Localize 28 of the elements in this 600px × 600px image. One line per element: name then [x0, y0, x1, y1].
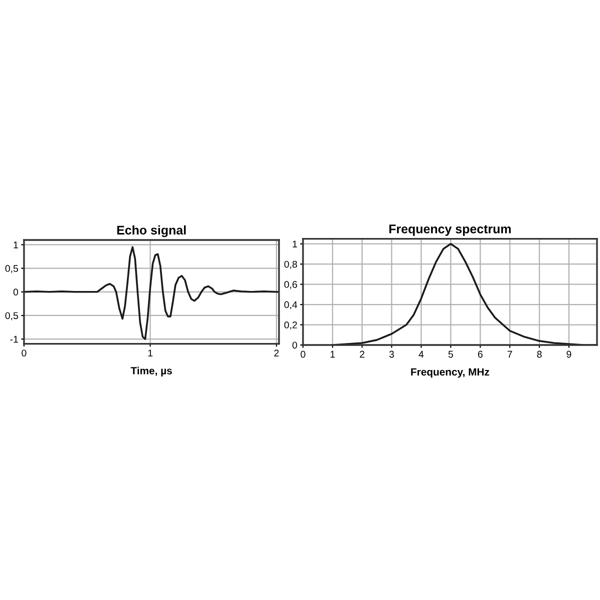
y-tick-label: 0: [292, 342, 298, 349]
chart-title: Frequency spectrum: [389, 224, 511, 236]
y-tick-label: 1: [14, 242, 18, 248]
x-axis-title: Time, µs: [130, 366, 172, 376]
y-tick-label: 0,8: [284, 260, 298, 269]
x-tick-label: 1: [148, 350, 152, 356]
x-tick-label: 0: [300, 350, 306, 358]
x-tick-label: 5: [448, 350, 454, 358]
y-tick-label: -1: [10, 336, 18, 343]
y-tick-label: 0,5: [5, 312, 18, 320]
y-tick-label: 0,4: [284, 301, 298, 310]
x-tick-label: 2: [274, 350, 279, 356]
y-tick-label: 0: [13, 288, 18, 296]
x-tick-label: 9: [566, 350, 572, 358]
y-tick-label: 0,2: [284, 322, 297, 330]
x-tick-label: 3: [389, 350, 394, 358]
y-tick-label: 0,6: [284, 281, 298, 290]
y-tick-label: 1: [292, 240, 297, 248]
x-tick-label: 6: [478, 350, 483, 358]
x-tick-label: 7: [508, 350, 512, 358]
chart-title: Echo signal: [117, 225, 186, 238]
x-tick-label: 4: [418, 350, 424, 358]
x-tick-label: 1: [330, 350, 335, 358]
x-axis-title: Frequency, MHz: [411, 368, 490, 378]
x-tick-label: 0: [22, 350, 26, 356]
y-tick-label: 0,5: [5, 265, 18, 274]
x-tick-label: 2: [360, 350, 364, 358]
x-tick-label: 8: [537, 350, 542, 358]
